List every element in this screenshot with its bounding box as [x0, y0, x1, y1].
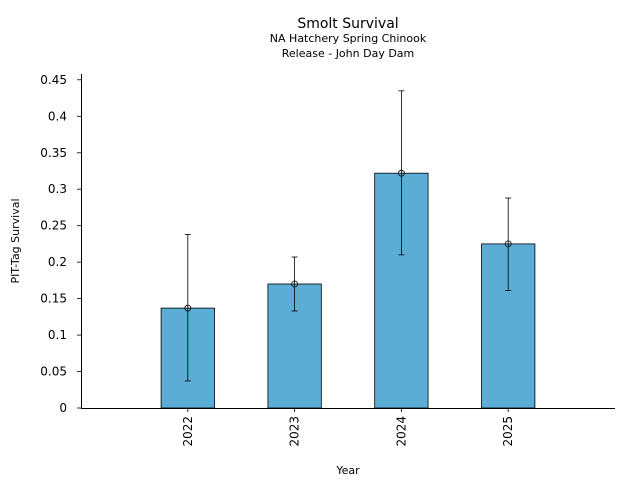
chart-title: Smolt Survival — [297, 16, 398, 32]
y-tick-label: 0.05 — [40, 365, 67, 379]
y-ticks-group: 0 0.05 0.1 0.15 0.2 0.25 0.3 0.35 0.4 0.45 — [40, 73, 81, 415]
x-tick-label-2024: 2024 — [394, 416, 408, 447]
point-marker-2025 — [504, 240, 512, 248]
x-tick-label-2022: 2022 — [181, 416, 195, 447]
y-tick-label: 0.25 — [40, 219, 67, 233]
y-axis-label: PIT-Tag Survival — [9, 198, 22, 283]
x-axis-label: Year — [335, 464, 360, 477]
axes-group — [81, 74, 615, 409]
y-tick-label: 0 — [59, 401, 67, 415]
point-marker-2024 — [397, 169, 405, 177]
y-tick-label: 0.1 — [48, 328, 67, 342]
error-bars-group — [184, 90, 512, 382]
point-marker-2022 — [184, 304, 192, 312]
bars-group — [160, 172, 536, 409]
x-tick-label-2025: 2025 — [501, 416, 515, 447]
x-tick-label-2023: 2023 — [288, 416, 302, 447]
point-marker-2023 — [291, 280, 299, 288]
y-tick-label: 0.35 — [40, 146, 67, 160]
y-tick-label: 0.45 — [40, 73, 67, 87]
y-tick-label: 0.2 — [48, 255, 67, 269]
chart-subtitle-line-2: Release - John Day Dam — [282, 47, 415, 60]
y-tick-label: 0.3 — [48, 182, 67, 196]
x-ticks-group: 2022 2023 2024 2025 — [181, 408, 515, 447]
y-tick-label: 0.4 — [48, 109, 67, 123]
y-tick-label: 0.15 — [40, 292, 67, 306]
chart-subtitle-line-1: NA Hatchery Spring Chinook — [270, 32, 427, 45]
